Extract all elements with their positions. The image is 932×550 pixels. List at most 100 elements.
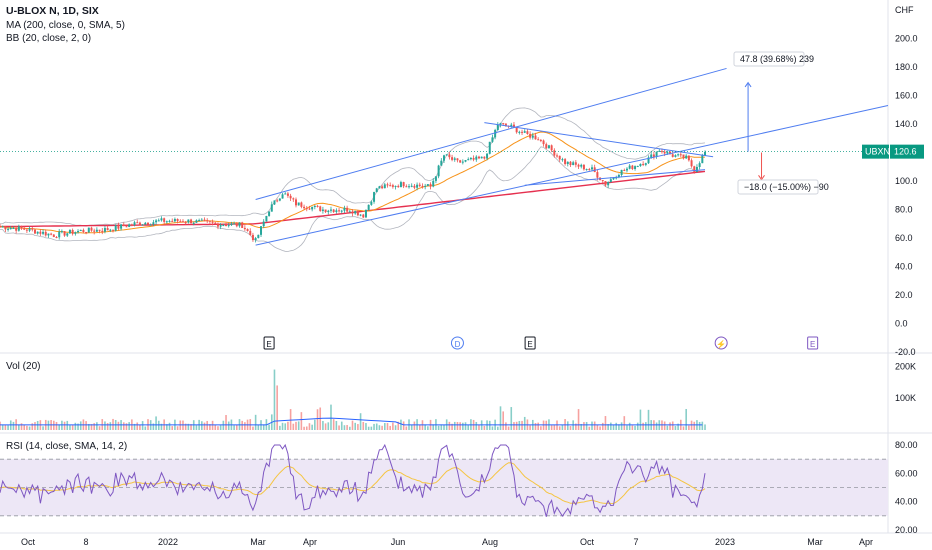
candle-body — [286, 193, 289, 196]
volume-bar — [303, 426, 305, 430]
rsi-line — [0, 443, 706, 518]
volume-bar — [698, 421, 701, 430]
volume-bar — [166, 424, 168, 430]
x-tick-label: Apr — [859, 537, 873, 547]
rsi-legend[interactable]: RSI (14, close, SMA, 14, 2) — [6, 441, 128, 452]
candle-body — [20, 226, 23, 229]
candle-body — [432, 180, 435, 187]
candle-body — [477, 156, 480, 159]
volume-bar — [647, 409, 650, 430]
candle-body — [394, 185, 397, 187]
volume-bar — [219, 425, 222, 430]
candle-body — [383, 184, 386, 189]
volume-bar — [104, 421, 106, 430]
ma-legend[interactable]: MA (200, close, 0, SMA, 5) — [6, 20, 125, 31]
candle-body — [327, 210, 330, 213]
volume-bar — [77, 423, 79, 430]
x-tick-label: 2022 — [158, 537, 178, 547]
x-tick-label: Oct — [580, 537, 595, 547]
candle-body — [195, 220, 198, 223]
volume-bar — [314, 419, 316, 430]
x-tick-label: Oct — [21, 537, 36, 547]
volume-bar — [529, 425, 531, 430]
candle-body — [655, 151, 658, 157]
candle-body — [566, 161, 569, 164]
candle-body — [343, 207, 346, 211]
volume-bar — [518, 420, 521, 430]
candle-body — [596, 172, 599, 178]
volume-bar — [575, 423, 577, 430]
candle-body — [130, 224, 133, 226]
volume-bar — [367, 426, 370, 430]
volume-bar — [359, 413, 362, 430]
candle-body — [486, 153, 489, 159]
volume-bar — [12, 421, 15, 430]
candle-body — [370, 201, 373, 205]
volume-bar — [297, 421, 300, 430]
volume-bar — [257, 424, 260, 430]
candle-body — [687, 155, 690, 161]
volume-bar — [343, 425, 346, 430]
candle-body — [319, 206, 322, 211]
candle-body — [165, 221, 168, 223]
candle-body — [321, 209, 324, 211]
candle-body — [588, 169, 591, 171]
event-marker-label: E — [527, 340, 532, 349]
candle-body — [0, 226, 1, 228]
candle-body — [171, 220, 174, 222]
candle-body — [367, 204, 370, 210]
candle-body — [389, 185, 392, 187]
candle-body — [241, 222, 244, 228]
volume-bar — [488, 420, 491, 430]
candle-body — [663, 151, 666, 154]
volume-legend[interactable]: Vol (20) — [6, 361, 41, 372]
volume-bar — [74, 422, 77, 430]
candle-body — [534, 135, 537, 140]
candle-body — [569, 161, 572, 166]
volume-bar — [139, 424, 141, 430]
candle-body — [574, 162, 577, 165]
candle-body — [609, 179, 612, 183]
volume-bar — [96, 422, 98, 430]
volume-bar — [330, 404, 332, 430]
volume-bar — [133, 423, 136, 430]
candle-body — [101, 230, 104, 232]
volume-bar — [392, 422, 394, 430]
bb-legend[interactable]: BB (20, close, 2, 0) — [6, 33, 92, 44]
candle-body — [305, 208, 308, 210]
symbol-legend[interactable]: U-BLOX N, 1D, SIX — [6, 5, 99, 17]
volume-bar — [663, 421, 666, 430]
volume-bar — [300, 412, 303, 430]
volume-bar — [424, 424, 426, 430]
volume-bar — [462, 422, 464, 430]
volume-bar — [184, 423, 187, 430]
candle-body — [601, 180, 604, 182]
volume-bar — [499, 406, 502, 430]
volume-bar — [311, 424, 313, 430]
candle-body — [346, 207, 349, 212]
volume-bar — [569, 426, 572, 430]
candle-body — [359, 214, 362, 216]
volume-bar — [85, 421, 87, 430]
candle-body — [216, 223, 219, 227]
volume-bar — [211, 420, 214, 430]
candle-body — [397, 185, 400, 188]
volume-bar — [607, 424, 609, 430]
candle-body — [74, 232, 77, 234]
volume-bar — [612, 425, 615, 430]
volume-bar — [405, 426, 408, 430]
volume-bar — [340, 421, 343, 430]
candle-body — [451, 157, 454, 160]
current-price-label: 120.6 — [894, 147, 917, 157]
candle-body — [679, 154, 682, 156]
volume-bar — [214, 424, 217, 430]
candle-body — [295, 199, 297, 206]
volume-bar — [31, 423, 34, 430]
candle-body — [90, 227, 93, 231]
volume-bar — [144, 426, 147, 430]
volume-bar — [620, 422, 623, 430]
candle-body — [469, 157, 472, 160]
volume-bar — [693, 421, 696, 430]
candle-body — [262, 221, 265, 227]
volume-bar — [642, 422, 644, 430]
